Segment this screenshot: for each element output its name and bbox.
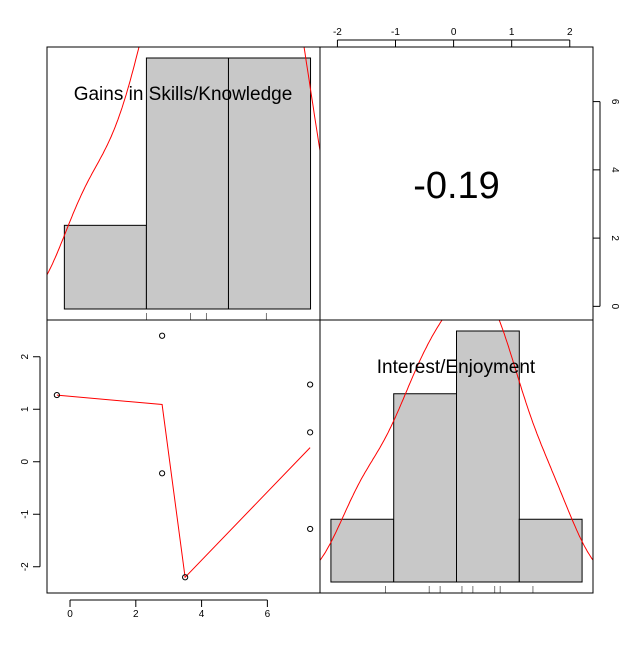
interest-hist-bar	[456, 330, 520, 583]
gains-hist-bar	[145, 57, 229, 310]
bottom-axis-tick-label: 4	[199, 609, 205, 620]
right-axis-tick-label: 0	[609, 304, 620, 310]
bottom-axis-tick-label: 2	[133, 609, 139, 620]
bottom-axis-tick-label: 0	[67, 609, 73, 620]
scatter-point	[159, 470, 166, 477]
panel-border	[46, 319, 321, 594]
interest-hist-panel: Interest/Enjoyment	[320, 320, 593, 593]
top-axis-tick-label: 2	[567, 27, 573, 38]
interest-hist-density-curve	[320, 320, 593, 561]
gains-hist-bar	[63, 224, 147, 310]
scatter-point	[307, 429, 314, 436]
correlation-panel: -0.19 -2 -1 0 1 2 0 2 4 6	[333, 27, 620, 310]
scatter-smooth-line	[56, 394, 311, 579]
scatter-point	[182, 574, 189, 581]
right-axis-tick-label: 2	[609, 235, 620, 241]
left-axis-tick-label: 2	[20, 354, 31, 360]
scatter-point	[307, 381, 314, 388]
scatter-point	[53, 391, 60, 399]
top-axis-tick-label: -2	[333, 27, 342, 38]
scatter-panel: -2 -1 0 1 2 0 2 4 6	[20, 332, 314, 620]
gains-hist-bar	[227, 57, 312, 310]
interest-hist-bar	[330, 518, 395, 583]
left-axis-tick-label: -1	[20, 509, 31, 518]
top-axis-tick-label: 1	[509, 27, 515, 38]
interest-hist-variable-label: Interest/Enjoyment	[377, 357, 536, 378]
scatter-point	[159, 332, 166, 339]
gains-hist-density-curve	[47, 47, 320, 276]
right-axis-tick-label: 4	[609, 167, 620, 173]
left-axis-tick-label: 1	[20, 406, 31, 412]
interest-hist-bar	[518, 518, 583, 583]
right-axis-tick-label: 6	[609, 99, 620, 105]
correlation-value: -0.19	[413, 165, 500, 207]
top-axis-tick-label: -1	[391, 27, 400, 38]
left-axis-tick-label: 0	[20, 459, 31, 465]
scatter-point	[307, 525, 314, 533]
top-axis-tick-label: 0	[451, 27, 457, 38]
panel-border	[319, 319, 594, 594]
gains-hist-variable-label: Gains in Skills/Knowledge	[74, 84, 293, 105]
bottom-axis-tick-label: 6	[265, 609, 271, 620]
interest-hist-bar	[393, 393, 457, 583]
gains-hist-panel: Gains in Skills/Knowledge	[47, 47, 320, 320]
left-axis-tick-label: -2	[20, 562, 31, 571]
